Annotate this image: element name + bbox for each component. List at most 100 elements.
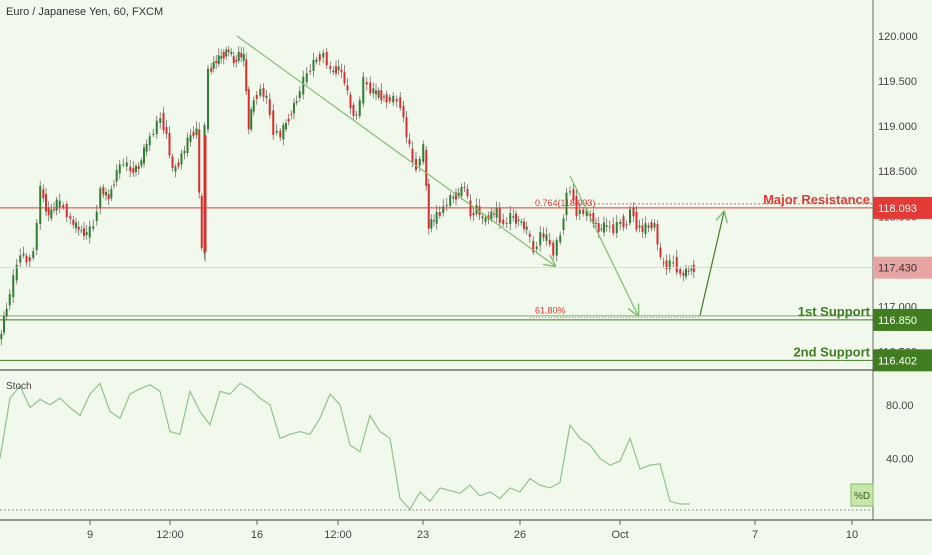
- candle-body: [25, 255, 28, 263]
- candle-body: [110, 189, 113, 199]
- candle-body: [555, 240, 558, 256]
- candle-body: [523, 221, 525, 229]
- candle-body: [569, 191, 571, 193]
- level-name: Major Resistance: [763, 192, 870, 207]
- candle-body: [165, 127, 168, 135]
- candle-body: [335, 66, 337, 74]
- candle-body: [315, 59, 318, 62]
- candle-body: [259, 89, 262, 96]
- candle-body: [200, 195, 203, 249]
- candle-body: [343, 72, 346, 84]
- candle-body: [242, 54, 245, 61]
- candle-body: [685, 268, 687, 277]
- candle-body: [435, 211, 438, 224]
- candle-body: [495, 207, 498, 218]
- candle-body: [88, 226, 91, 238]
- candle-body: [493, 213, 495, 215]
- candle-body: [692, 264, 695, 272]
- candle-body: [395, 99, 398, 102]
- candle-body: [552, 242, 555, 256]
- candle-body: [92, 226, 95, 229]
- candle-body: [129, 166, 132, 172]
- level-price-label: 116.402: [878, 355, 917, 367]
- candle-body: [600, 228, 603, 230]
- candle-body: [5, 308, 8, 317]
- candle-body: [159, 118, 162, 123]
- level-price-label: 116.850: [878, 315, 917, 327]
- current-price-label: 117.430: [878, 263, 917, 275]
- candle-body: [525, 226, 528, 231]
- candle-body: [539, 232, 542, 246]
- candle-body: [295, 101, 298, 103]
- candle-body: [174, 166, 177, 172]
- candle-body: [235, 59, 238, 62]
- candle-body: [589, 214, 592, 217]
- candle-body: [644, 223, 647, 235]
- candle-body: [268, 99, 271, 115]
- candle-body: [585, 209, 588, 217]
- candle-body: [408, 139, 411, 145]
- candle-body: [3, 316, 5, 333]
- level-name: 1st Support: [798, 304, 871, 319]
- candle-body: [349, 94, 352, 109]
- candle-body: [80, 230, 83, 232]
- candle-body: [438, 211, 441, 217]
- stoch-series-badge: [850, 483, 874, 507]
- candle-body: [418, 158, 421, 166]
- candle-body: [405, 117, 408, 138]
- candle-body: [512, 216, 515, 218]
- candle-body: [318, 54, 321, 61]
- candle-body: [647, 225, 650, 228]
- candle-body: [332, 70, 335, 73]
- candle-body: [282, 124, 285, 140]
- candle-body: [672, 262, 675, 264]
- candle-body: [28, 257, 31, 262]
- candle-body: [565, 192, 568, 216]
- candle-body: [452, 196, 455, 199]
- candle-body: [145, 144, 148, 152]
- candle-body: [287, 118, 290, 122]
- candle-body: [362, 76, 365, 104]
- candle-body: [312, 59, 315, 71]
- candle-body: [612, 224, 615, 234]
- candle-body: [457, 192, 460, 197]
- candle-body: [305, 73, 308, 83]
- candle-body: [183, 150, 186, 154]
- candle-body: [227, 49, 230, 52]
- candle-body: [45, 193, 47, 212]
- candle-body: [217, 55, 220, 65]
- candle-body: [622, 216, 625, 228]
- time-tick-label: 12:00: [324, 529, 352, 541]
- candle-body: [466, 189, 469, 197]
- level-name: 2nd Support: [793, 344, 870, 359]
- candle-body: [597, 223, 600, 232]
- candle-body: [532, 241, 535, 253]
- candle-body: [69, 216, 72, 219]
- candle-body: [22, 253, 25, 256]
- forecast-arrow: [569, 175, 638, 316]
- candle-body: [12, 275, 15, 298]
- candle-body: [535, 246, 538, 250]
- candle-body: [369, 82, 372, 94]
- candle-body: [39, 186, 42, 225]
- candle-body: [383, 96, 385, 98]
- candle-body: [95, 211, 98, 221]
- candle-body: [603, 222, 605, 233]
- level-price-box: [873, 308, 932, 331]
- candle-body: [411, 148, 414, 163]
- candle-body: [472, 213, 475, 216]
- candle-body: [58, 200, 61, 208]
- price-tick-label: 120.000: [878, 31, 918, 43]
- candle-body: [380, 90, 383, 101]
- candle-body: [215, 60, 218, 63]
- price-tick-label: 119.500: [878, 76, 917, 88]
- candle-body: [352, 104, 355, 116]
- level-price-box: [873, 196, 932, 219]
- candle-body: [392, 95, 395, 103]
- candle-body: [325, 51, 328, 66]
- candle-body: [53, 209, 55, 211]
- candle-body: [118, 164, 121, 174]
- candle-body: [595, 222, 597, 224]
- time-tick-label: Oct: [611, 529, 628, 541]
